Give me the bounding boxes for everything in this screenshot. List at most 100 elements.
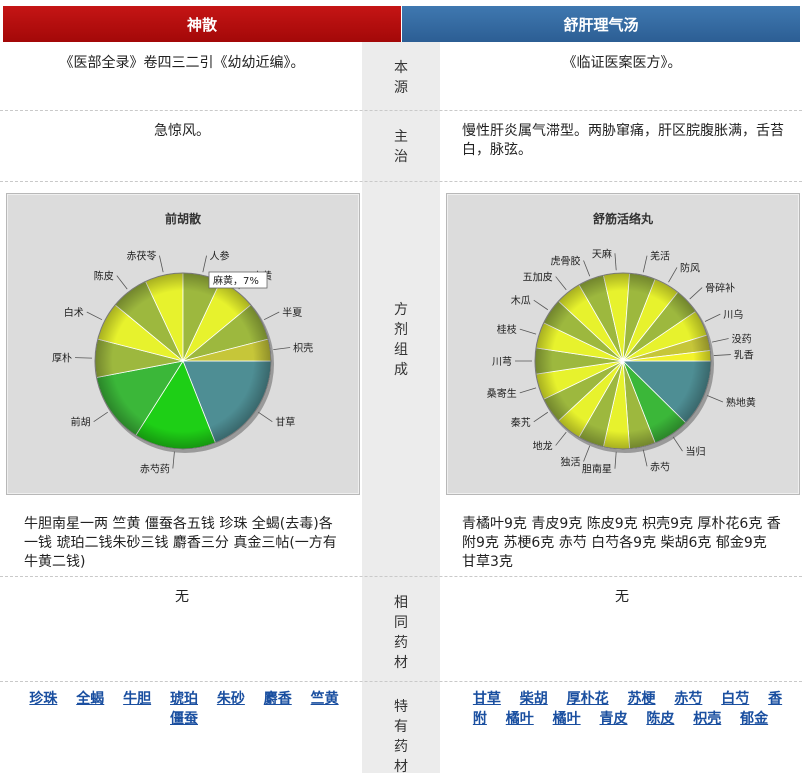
chart-title: 舒筋活络丸 (592, 212, 653, 226)
slice-label: 没药 (732, 334, 752, 346)
slice-label: 骨碎补 (705, 282, 735, 295)
label-connector (519, 328, 537, 335)
slice-label: 天麻 (592, 247, 612, 260)
left-same-herbs: 无 (175, 589, 189, 605)
slice-label: 五加皮 (523, 271, 553, 284)
herb-link[interactable]: 白芍 (721, 691, 750, 707)
label-connector (555, 276, 567, 291)
label-connector (86, 311, 103, 321)
herb-link[interactable]: 牛胆 (123, 691, 152, 707)
label-connector (263, 311, 280, 321)
herb-link[interactable]: 竺黄 (310, 691, 339, 707)
herb-link[interactable]: 柴胡 (519, 691, 548, 707)
left-formula-title: 神散 (186, 15, 217, 34)
right-same-herbs: 无 (615, 589, 629, 605)
herb-link[interactable]: 甘草 (472, 691, 501, 707)
row-label-same: 相同药材 (362, 593, 440, 673)
slice-label: 白术 (64, 306, 84, 319)
pie-rim (534, 272, 712, 450)
herb-link[interactable]: 琥珀 (170, 691, 198, 707)
row-divider (0, 181, 802, 182)
slice-label: 桑寄生 (487, 387, 517, 400)
label-connector (75, 357, 93, 359)
slice-label: 秦艽 (511, 416, 531, 429)
row-label-unique: 特有药材 (362, 697, 440, 777)
row-label-text: 方剂组成 (394, 302, 408, 378)
row-label-text: 相同药材 (394, 595, 408, 671)
right-unique-herbs: 甘草 柴胡 厚朴花 苏梗 赤芍 白芍 香附 橘叶 橘叶 青皮 陈皮 枳壳 郁金 (456, 689, 792, 729)
label-connector (258, 411, 273, 423)
slice-label: 木瓜 (511, 295, 531, 307)
herb-link[interactable]: 僵蚕 (170, 711, 198, 727)
slice-label: 赤芍 (650, 460, 670, 473)
right-formula-title: 舒肝理气汤 (563, 15, 639, 34)
herb-link[interactable]: 苏梗 (627, 691, 656, 707)
herb-link[interactable]: 朱砂 (216, 691, 245, 707)
label-connector (202, 255, 207, 273)
chart-title: 前胡散 (164, 212, 201, 226)
row-divider (0, 576, 802, 577)
left-unique-herbs: 珍珠 全蝎 牛胆 琥珀 朱砂 麝香 竺黄 僵蚕 (16, 689, 352, 729)
row-divider (0, 110, 802, 111)
right-pie-chart: 舒筋活络丸 熟地黄 当归 赤芍 胆南星 独活 地龙 秦艽 桑寄生 川芎 桂枝 木瓜 五加皮 虎骨胶 天麻 羌… (446, 193, 800, 495)
left-formula-text: 牛胆南星一两 竺黄 僵蚕各五钱 珍珠 全蝎(去毒)各一钱 琥珀二钱朱砂三钱 麝香… (24, 516, 337, 570)
left-indication-text: 急惊风。 (154, 123, 210, 139)
pie-tooltip: 麻黄，7% (208, 271, 268, 289)
right-formula-text: 青橘叶9克 青皮9克 陈皮9克 枳壳9克 厚朴花6克 香附9克 苏梗6克 赤芍 … (462, 516, 781, 570)
herb-link[interactable]: 厚朴花 (566, 691, 609, 707)
pie-chart-svg: 甘草赤芍药前胡厚朴白术陈皮赤茯苓人参麻黄半夏枳壳麻黄，7% (52, 250, 313, 476)
label-connector (704, 313, 721, 322)
slice-label: 虎骨胶 (551, 254, 581, 267)
label-connector (707, 395, 724, 403)
slice-label: 独活 (561, 456, 581, 469)
herb-link[interactable]: 赤芍 (674, 691, 703, 707)
herb-link[interactable]: 橘叶 (505, 711, 534, 727)
herb-link[interactable]: 郁金 (740, 711, 769, 727)
slice-label: 枳壳 (293, 341, 313, 354)
label-column (362, 42, 440, 773)
slice-label: 川芎 (492, 355, 512, 368)
pie-rim (94, 272, 272, 450)
slice-label: 川乌 (723, 308, 743, 321)
row-label-source: 本源 (362, 58, 440, 98)
label-connector (689, 287, 703, 300)
herb-link[interactable]: 橘叶 (552, 711, 581, 727)
herb-link[interactable]: 香附 (472, 691, 783, 727)
row-label-text: 特有药材 (394, 699, 408, 775)
label-connector (519, 387, 537, 394)
slice-label: 熟地黄 (726, 396, 756, 409)
slice-label: 防风 (680, 261, 700, 274)
slice-label: 厚朴 (52, 352, 72, 365)
slice-label: 乳香 (734, 349, 754, 362)
label-connector (672, 436, 683, 452)
slice-label: 半夏 (282, 306, 302, 319)
row-label-indication: 主治 (362, 127, 440, 167)
herb-link[interactable]: 枳壳 (693, 711, 722, 727)
label-connector (614, 253, 617, 271)
slice-label: 羌活 (650, 251, 670, 263)
slice-label: 桂枝 (497, 323, 517, 336)
left-source-text: 《医部全录》卷四三二引《幼幼近编》。 (59, 55, 305, 71)
slice-label: 地龙 (533, 439, 553, 452)
label-connector (172, 451, 175, 469)
slice-label: 陈皮 (94, 270, 114, 283)
right-column-header: 舒肝理气汤 (402, 6, 800, 42)
herb-link[interactable]: 珍珠 (29, 691, 58, 707)
herb-link[interactable]: 麝香 (263, 691, 292, 707)
left-pie-chart: 前胡散 甘草赤芍药前胡厚朴白术陈皮赤茯苓人参麻黄半夏枳壳麻黄，7% (6, 193, 360, 495)
slice-label: 前胡 (71, 416, 91, 429)
label-connector (642, 449, 648, 467)
label-connector (159, 255, 164, 273)
label-connector (583, 445, 591, 462)
slice-label: 胆南星 (582, 463, 612, 476)
herb-link[interactable]: 青皮 (599, 711, 628, 727)
herb-link[interactable]: 全蝎 (76, 691, 105, 707)
label-connector (116, 275, 128, 290)
label-connector (533, 299, 549, 311)
label-connector (614, 451, 617, 469)
label-connector (583, 260, 591, 277)
herb-link[interactable]: 陈皮 (646, 711, 675, 727)
tooltip-text: 麻黄，7% (213, 274, 259, 287)
slice-label: 赤芍药 (140, 463, 170, 476)
